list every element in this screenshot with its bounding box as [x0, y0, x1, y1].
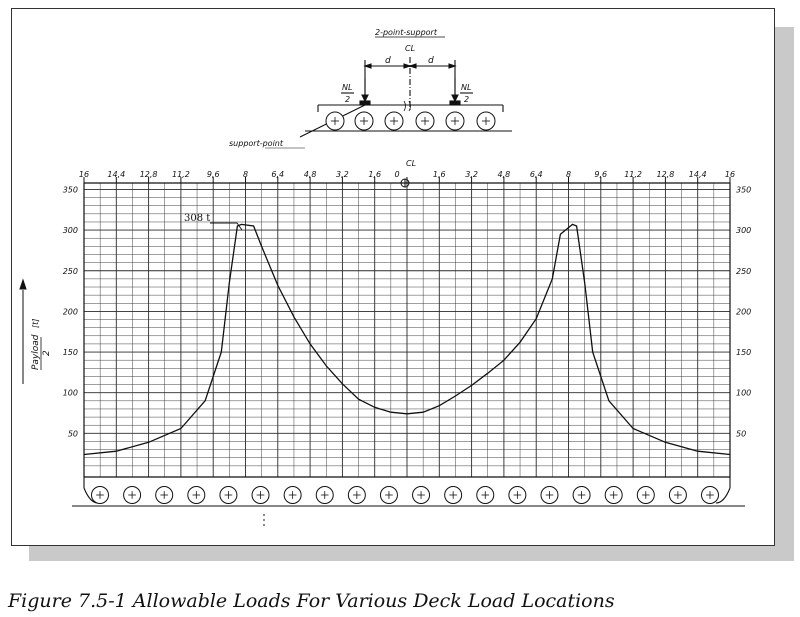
y-tick-label-right: 100	[736, 389, 751, 398]
y-axis-label-unit: [t]	[31, 319, 40, 328]
y-tick-label-left: 250	[63, 267, 78, 276]
barge-wheel-icon	[444, 486, 463, 504]
x-tick-label: 8	[243, 170, 248, 179]
barge-wheel-icon	[315, 486, 334, 504]
peak-annotation: 308 t	[184, 213, 210, 224]
x-tick-label: 11,2	[172, 170, 190, 179]
load-label-left-num: NL	[342, 83, 352, 92]
chart-centerline-label: CL	[406, 159, 416, 168]
y-tick-label-right: 150	[736, 348, 751, 357]
barge-wheel-icon	[379, 486, 398, 504]
sketch-wheel-icon	[476, 111, 496, 131]
barge-wheel-icon	[476, 486, 495, 504]
sketch-title: 2-point-support	[375, 28, 438, 37]
y-tick-label-left: 150	[63, 348, 78, 357]
barge-wheel-icon	[701, 486, 719, 504]
support-sketch: 2-point-support CL d d NL 2 NL 2	[229, 28, 512, 149]
support-point-label: support-point	[229, 139, 284, 148]
y-tick-label-left: 100	[63, 389, 78, 398]
barge-wheel-icon	[412, 486, 431, 504]
x-tick-label: 12,8	[656, 170, 674, 179]
barge-wheel-icon	[219, 486, 238, 504]
barge-wheel-icon	[187, 486, 206, 504]
barge-wheel-icon	[155, 486, 174, 504]
barge-wheel-icon	[636, 486, 655, 504]
y-tick-label-left: 50	[68, 429, 78, 438]
chart-ticks: 16 14,4 12,8 11,2 9,6 8 6,4 4,8 3,2 1,6 0 1,6 3,2 4,8…	[63, 170, 752, 438]
barge-wheel-icon	[572, 486, 591, 504]
y-tick-label-right: 50	[736, 429, 746, 438]
x-tick-label: 1,6	[433, 170, 446, 179]
sketch-centerline-label: CL	[405, 44, 415, 53]
x-tick-label: 9,6	[594, 170, 607, 179]
y-tick-label-right: 300	[736, 226, 751, 235]
x-tick-label: 1,6	[368, 170, 381, 179]
sketch-wheel-icon	[415, 111, 435, 131]
y-tick-label-right: 250	[736, 267, 751, 276]
barge-wheel-icon	[347, 486, 366, 504]
payload-curve	[83, 223, 731, 456]
peak-annotation-leader	[210, 222, 243, 231]
dim-label-right: d	[428, 56, 434, 66]
barge-wheel-icon	[508, 486, 527, 504]
barge-wheel-icon	[604, 486, 623, 504]
sketch-wheel-icon	[325, 111, 345, 131]
dim-label-left: d	[385, 56, 391, 66]
barge-wheel-row	[91, 486, 719, 504]
x-tick-label: 16	[725, 170, 735, 179]
x-tick-label: 8	[566, 170, 571, 179]
y-axis-label: Payload 2 [t]	[31, 319, 52, 370]
chart-grid	[83, 183, 731, 477]
x-tick-label: 4,8	[498, 170, 511, 179]
x-tick-label: 0	[394, 170, 399, 179]
barge-wheel-icon	[91, 486, 109, 504]
figure-drawing: 16 14,4 12,8 11,2 9,6 8 6,4 4,8 3,2 1,6 0 1,6 3,2 4,8…	[19, 28, 752, 528]
load-label-right-num: NL	[461, 83, 471, 92]
barge-wheel-icon	[540, 486, 559, 504]
barge-wheel-icon	[251, 486, 270, 504]
sketch-wheel-row	[325, 111, 496, 131]
x-tick-label: 6,4	[271, 170, 284, 179]
y-tick-label-left: 300	[63, 226, 78, 235]
y-axis-label-den: 2	[42, 350, 52, 356]
load-label-left-den: 2	[345, 95, 350, 104]
y-tick-label-right: 350	[736, 185, 751, 194]
sketch-wheel-icon	[354, 111, 374, 131]
x-tick-label: 16	[79, 170, 89, 179]
x-tick-label: 12,8	[140, 170, 158, 179]
x-tick-label: 3,2	[465, 170, 478, 179]
y-axis-arrow-icon	[19, 278, 27, 384]
barge-wheel-icon	[668, 486, 687, 504]
y-tick-label-right: 200	[736, 307, 751, 316]
load-label-right-den: 2	[464, 95, 469, 104]
x-tick-label: 4,8	[304, 170, 317, 179]
x-tick-label: 11,2	[624, 170, 642, 179]
x-tick-label: 14,4	[107, 170, 125, 179]
sketch-wheel-icon	[445, 111, 465, 131]
barge-wheel-icon	[283, 486, 302, 504]
figure-caption: Figure 7.5-1 Allowable Loads For Various…	[8, 590, 615, 612]
centerline-marker-icon	[400, 178, 410, 188]
barge-wheel-icon	[123, 486, 142, 504]
x-tick-label: 6,4	[530, 170, 543, 179]
y-axis-label-text: Payload	[31, 334, 41, 370]
sketch-wheel-icon	[384, 111, 404, 131]
page-frame	[11, 8, 775, 546]
x-tick-label: 3,2	[336, 170, 349, 179]
barge-hull	[72, 477, 745, 507]
x-tick-label: 9,6	[207, 170, 220, 179]
y-tick-label-left: 350	[63, 185, 78, 194]
y-tick-label-left: 200	[63, 307, 78, 316]
x-tick-label: 14,4	[689, 170, 707, 179]
